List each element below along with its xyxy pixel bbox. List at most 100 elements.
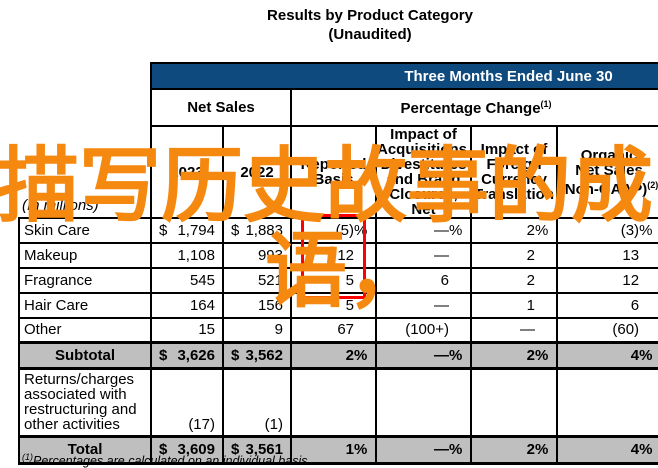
dollar-sign: $: [159, 346, 168, 364]
row-fragrance: Fragrance 545 521 5 6 2 12: [18, 267, 658, 294]
money-value: 9: [274, 321, 283, 339]
pct-unit: %: [535, 441, 549, 458]
row-label: Other: [18, 317, 152, 343]
pct-cell-acquisitions: —%: [375, 340, 472, 370]
pct-value: 5: [345, 297, 354, 314]
pct-unit: %: [535, 346, 549, 364]
pct-cell-acquisitions: [375, 367, 472, 437]
pct-cell-acquisitions: —: [375, 292, 472, 319]
pct-value: 6: [440, 272, 449, 289]
report-title-line1: Results by Product Category: [267, 7, 473, 24]
pct-value: 2: [526, 247, 535, 264]
pct-value: (60): [612, 321, 640, 339]
pct-value: 12: [622, 272, 640, 289]
pct-value: (100+): [405, 321, 449, 339]
pct-value: —: [434, 346, 449, 364]
dollar-sign: $: [231, 222, 240, 239]
pct-cell-reported: 67: [290, 317, 377, 343]
units-note: (In millions): [19, 63, 152, 219]
money-value: 993: [257, 247, 283, 264]
pct-value: 12: [337, 247, 354, 264]
pct-cell-organic: 13: [555, 242, 658, 269]
money-value: 15: [198, 321, 215, 339]
col-header-2022: 2022: [222, 125, 292, 219]
money-value: 156: [257, 297, 283, 314]
pct-value: —: [520, 321, 535, 339]
money-value: 3,626: [177, 346, 215, 364]
dollar-sign: $: [231, 441, 240, 458]
pct-value: 2: [526, 441, 535, 458]
pct-value: —: [434, 247, 449, 264]
money-cell-2023: 164: [150, 292, 224, 319]
money-cell-2022: 156: [222, 292, 292, 319]
results-table: (In millions) Three Months Ended June 30…: [18, 62, 658, 465]
money-cell-2022: $3,562: [222, 340, 292, 370]
money-value: (1): [264, 415, 283, 433]
row-returns-charges: Returns/charges associated with restruct…: [18, 367, 658, 437]
money-cell-2022: 521: [222, 267, 292, 294]
pct-cell-acquisitions: (100+): [375, 317, 472, 343]
money-value: 3,562: [245, 346, 283, 364]
pct-value: 2: [526, 346, 535, 364]
pct-value: 5: [345, 272, 354, 289]
money-cell-2023: 545: [150, 267, 224, 294]
highlight-box: [301, 214, 366, 299]
pct-value: (5): [335, 222, 354, 239]
pct-cell-organic: (60): [555, 317, 658, 343]
col-header-fx-impact: Impact of Foreign Currency Translation: [470, 125, 558, 219]
pct-value: 2: [345, 346, 354, 364]
money-value: 3,561: [245, 441, 283, 458]
row-label: Total: [18, 434, 152, 465]
pct-cell-reported: [290, 367, 377, 437]
money-cell-2022: $1,883: [222, 217, 292, 244]
pct-value: 6: [630, 297, 640, 314]
dollar-sign: $: [231, 346, 240, 364]
pct-cell-acquisitions: 6: [375, 267, 472, 294]
pct-unit: %: [535, 222, 549, 239]
period-header: Three Months Ended June 30: [149, 62, 658, 90]
pct-value: 4: [630, 346, 640, 364]
pct-unit: %: [354, 441, 368, 458]
money-value: 1,108: [177, 247, 215, 264]
pct-cell-organic: (3)%: [555, 217, 658, 244]
row-label: Returns/charges associated with restruct…: [18, 367, 152, 437]
money-value: 164: [189, 297, 215, 314]
pct-unit: %: [354, 346, 368, 364]
col-header-organic-net-sales: Organic Net Sales (Non-GAAP)(2): [555, 125, 658, 219]
net-sales-header: Net Sales: [150, 88, 292, 127]
organic-header-label: Organic Net Sales (Non-GAAP): [559, 146, 648, 198]
footnote-ref-2: (2): [647, 179, 658, 190]
row-skin-care: Skin Care $1,794 $1,883 (5)% —% 2% (3)%: [18, 217, 658, 244]
pct-cell-fx: —: [470, 317, 558, 343]
footnote: (1)Percentages are calculated on an indi…: [22, 452, 307, 468]
pct-cell-fx: 2%: [470, 340, 558, 370]
pct-value: 2: [526, 272, 535, 289]
footnote-marker: (1): [22, 452, 33, 462]
row-label: Hair Care: [18, 292, 152, 319]
row-subtotal: Subtotal $3,626 $3,562 2% —% 2% 4%: [18, 340, 658, 370]
report-title: Results by Product Category (Unaudited): [90, 6, 650, 44]
pct-cell-organic: 12: [555, 267, 658, 294]
money-value: 545: [189, 272, 215, 289]
col-header-acquisitions-impact: Impact of Acquisitions, Divestitures and…: [375, 125, 472, 219]
pct-value: 1: [345, 441, 354, 458]
row-label: Makeup: [18, 242, 152, 269]
report-title-line2: (Unaudited): [328, 26, 412, 43]
row-label: Skin Care: [18, 217, 152, 244]
pct-cell-acquisitions: —%: [375, 217, 472, 244]
pct-cell-reported: 1%: [290, 434, 377, 465]
pct-cell-fx: [470, 367, 558, 437]
pct-cell-organic: [555, 367, 658, 437]
pct-value: —: [434, 441, 449, 458]
row-makeup: Makeup 1,108 993 12 — 2 13: [18, 242, 658, 269]
money-cell-2022: $3,561: [222, 434, 292, 465]
row-label: Fragrance: [18, 267, 152, 294]
money-cell-2022: (1): [222, 367, 292, 437]
money-value: (17): [188, 415, 215, 433]
pct-cell-acquisitions: —: [375, 242, 472, 269]
pct-value: 67: [337, 321, 354, 339]
money-cell-2023: $3,626: [150, 340, 224, 370]
pct-cell-acquisitions: —%: [375, 434, 472, 465]
pct-cell-reported: 5: [290, 267, 377, 294]
money-cell-2023: 1,108: [150, 242, 224, 269]
